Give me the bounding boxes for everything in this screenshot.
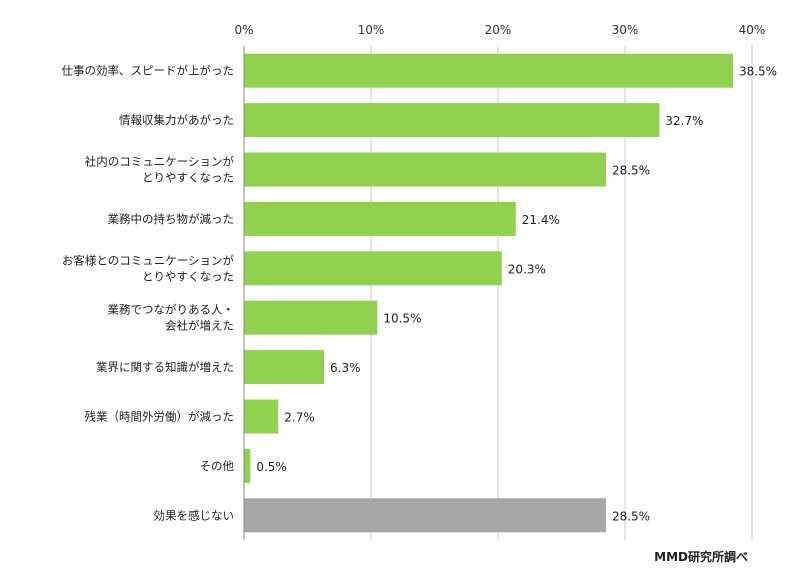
value-label: 20.3%	[508, 262, 546, 276]
bar	[244, 498, 606, 533]
bar	[244, 300, 378, 335]
category-label: 業界に関する知識が増えた	[96, 360, 234, 374]
value-label: 21.4%	[522, 213, 560, 227]
value-label: 2.7%	[284, 411, 315, 425]
bar	[244, 350, 325, 385]
bar	[244, 53, 733, 88]
source-note: MMD研究所調べ	[654, 550, 748, 564]
x-tick-label: 0%	[234, 23, 253, 37]
bar	[244, 448, 251, 483]
category-label: お客様とのコミュニケーションがとりやすくなった	[62, 253, 235, 283]
value-label: 38.5%	[739, 65, 777, 79]
value-label: 32.7%	[665, 114, 703, 128]
bar	[244, 103, 660, 138]
value-label: 0.5%	[256, 460, 287, 474]
value-label: 10.5%	[383, 312, 421, 326]
category-label: その他	[200, 459, 235, 473]
category-label: 残業（時間外労働）が減った	[85, 410, 235, 424]
value-label: 6.3%	[330, 361, 361, 375]
value-label: 28.5%	[612, 164, 650, 178]
x-tick-label: 10%	[358, 23, 385, 37]
bar	[244, 251, 502, 286]
category-label: 社内のコミュニケーションがとりやすくなった	[85, 155, 235, 185]
bar	[244, 152, 606, 187]
x-tick-label: 20%	[485, 23, 512, 37]
x-tick-label: 40%	[739, 23, 766, 37]
category-label: 効果を感じない	[154, 508, 235, 522]
category-label: 情報収集力があがった	[119, 113, 234, 127]
bar	[244, 399, 279, 434]
category-label: 業務でつながりある人・会社が増えた	[108, 303, 235, 333]
x-tick-label: 30%	[612, 23, 639, 37]
category-label: 仕事の効率、スピードが上がった	[62, 64, 235, 78]
bars	[244, 53, 733, 533]
category-label: 業務中の持ち物が減った	[108, 212, 235, 226]
bar	[244, 201, 516, 236]
x-axis-ticks: 0% 10% 20% 30% 40%	[234, 23, 765, 37]
category-labels: 仕事の効率、スピードが上がった情報収集力があがった社内のコミュニケーションがとり…	[62, 64, 235, 523]
value-label: 28.5%	[612, 509, 650, 523]
value-labels: 38.5% 32.7% 28.5% 21.4% 20.3% 10.5% 6.3% 2.7% 0.…	[256, 65, 777, 524]
